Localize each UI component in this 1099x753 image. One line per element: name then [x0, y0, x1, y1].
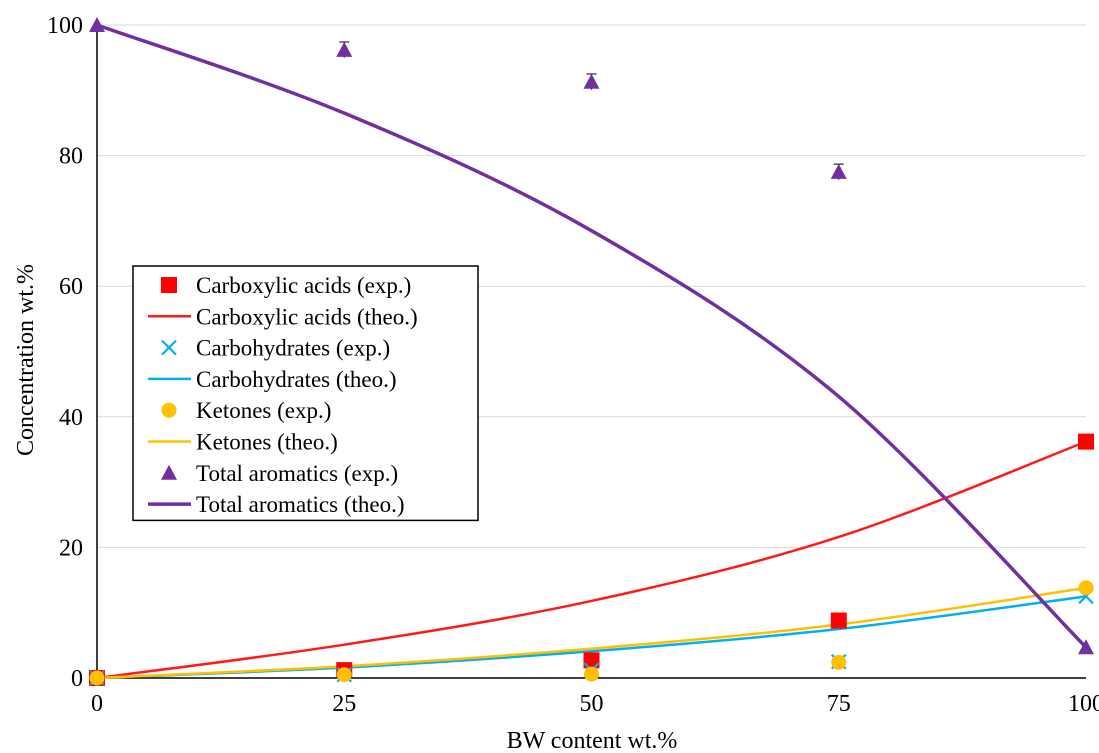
legend-label-ketones-exp: Ketones (exp.) — [196, 398, 331, 423]
data-point-ketones-exp — [336, 667, 352, 683]
x-tick-label: 75 — [827, 691, 851, 717]
data-point-total-aromatics-exp — [89, 17, 105, 32]
data-point-ketones-exp — [584, 666, 599, 682]
y-axis-title: Concentration wt.% — [13, 264, 39, 456]
legend-swatch-carboxylic-acids-exp — [161, 277, 177, 293]
legend-label-carbohydrates-theo: Carbohydrates (theo.) — [196, 367, 397, 392]
legend-swatch-carbohydrates-exp-stroke-b — [161, 339, 177, 356]
x-tick-label: 50 — [580, 691, 604, 717]
data-point-carboxylic-acids-exp — [583, 652, 600, 669]
data-point-carboxylic-acids-exp — [830, 612, 847, 629]
x-tick-label: 0 — [91, 691, 103, 717]
series-points-total-aromatics-exp — [89, 17, 1094, 655]
data-point-total-aromatics-exp — [336, 41, 353, 57]
x-tick-label: 100 — [1068, 691, 1099, 717]
y-tick-labels: 0 20 40 60 80 100 — [47, 13, 83, 692]
series-line-total-aromatics-theo — [96, 23, 1088, 649]
x-tick-labels: 0 25 50 75 100 — [91, 691, 1099, 717]
legend-label-ketones-theo: Ketones (theo.) — [196, 430, 338, 455]
legend-box — [132, 265, 479, 522]
legend-label-carboxylic-acids-exp: Carboxylic acids (exp.) — [196, 273, 411, 298]
legend-label-carboxylic-acids-theo: Carboxylic acids (theo.) — [196, 304, 418, 329]
plot-series — [89, 17, 1094, 686]
series-points-ketones-exp — [89, 580, 1094, 686]
data-point-ketones-exp — [89, 670, 105, 686]
y-tick-label: 80 — [59, 144, 83, 170]
legend-swatch-carbohydrates-exp — [161, 339, 177, 356]
y-tick-label: 40 — [59, 405, 83, 431]
y-tick-label: 100 — [47, 13, 83, 39]
y-tick-label: 0 — [71, 666, 83, 692]
legend-label-total-aromatics-theo: Total aromatics (theo.) — [196, 492, 405, 517]
data-point-total-aromatics-exp — [583, 73, 600, 89]
legend-swatch-total-aromatics-exp — [161, 464, 177, 480]
x-tick-label: 25 — [332, 691, 356, 717]
legend-label-carbohydrates-exp: Carbohydrates (exp.) — [196, 336, 390, 361]
data-point-ketones-exp — [1078, 580, 1094, 596]
data-point-total-aromatics-exp — [1078, 639, 1094, 655]
series-line-carboxylic-acids-theo — [96, 440, 1087, 680]
y-tick-label: 20 — [59, 535, 83, 561]
series-line-ketones-theo — [96, 586, 1087, 680]
data-point-carboxylic-acids-exp — [1078, 433, 1094, 450]
legend: Carboxylic acids (exp.) Carboxylic acids … — [132, 265, 479, 522]
legend-label-total-aromatics-exp: Total aromatics (exp.) — [196, 461, 398, 486]
data-point-total-aromatics-exp — [830, 163, 847, 179]
legend-swatch-ketones-exp — [161, 402, 177, 418]
y-tick-label: 60 — [59, 274, 83, 300]
x-axis-title: BW content wt.% — [507, 728, 678, 753]
data-point-ketones-exp — [831, 654, 847, 670]
